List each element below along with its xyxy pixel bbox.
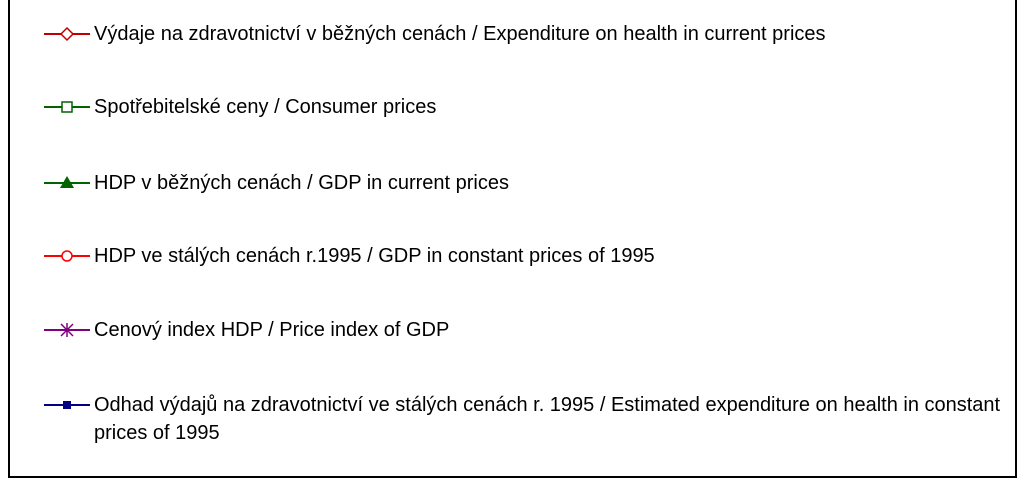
legend: Výdaje na zdravotnictví v běžných cenách… <box>8 0 1017 478</box>
legend-key <box>44 176 90 188</box>
legend-marker <box>61 101 73 113</box>
legend-marker <box>60 323 74 337</box>
legend-key <box>44 26 90 42</box>
legend-marker <box>63 401 71 409</box>
legend-label: Výdaje na zdravotnictví v běžných cenách… <box>94 23 826 45</box>
legend-key <box>44 401 90 409</box>
legend-marker <box>60 176 74 188</box>
legend-key <box>44 101 90 113</box>
legend-label: Spotřebitelské ceny / Consumer prices <box>94 96 437 118</box>
legend-key <box>44 250 90 262</box>
legend-label: HDP v běžných cenách / GDP in current pr… <box>94 172 509 194</box>
legend-marker <box>61 250 73 262</box>
legend-label: Odhad výdajů na zdravotnictví ve stálých… <box>94 394 1001 444</box>
legend-marker <box>59 26 75 42</box>
legend-label: HDP ve stálých cenách r.1995 / GDP in co… <box>94 245 655 267</box>
legend-key <box>44 323 90 337</box>
legend-label: Cenový index HDP / Price index of GDP <box>94 319 450 341</box>
